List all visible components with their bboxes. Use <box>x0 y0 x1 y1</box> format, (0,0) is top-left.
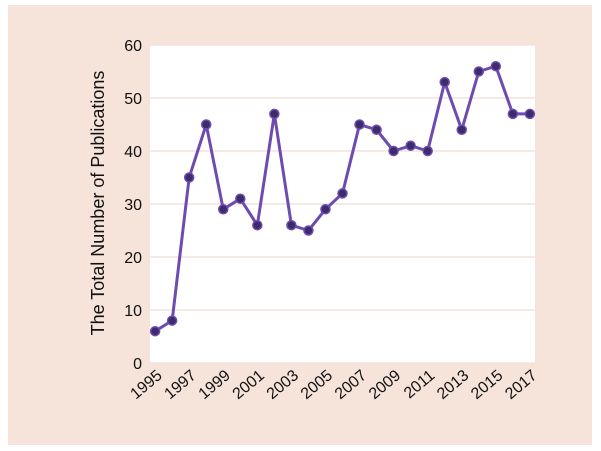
y-tick-label: 20 <box>124 250 142 267</box>
y-tick-label: 30 <box>124 197 142 214</box>
y-tick-label: 0 <box>133 356 142 373</box>
y-axis-label: The Total Number of Publications <box>88 71 108 336</box>
x-tick-label: 2017 <box>502 367 540 403</box>
x-tick-label: 2005 <box>298 367 336 403</box>
data-point <box>166 315 178 326</box>
data-point <box>405 140 416 151</box>
data-point <box>235 193 246 204</box>
data-point <box>149 325 161 337</box>
data-points <box>149 60 536 337</box>
x-tick-label: 2001 <box>230 367 268 403</box>
data-point <box>422 145 433 157</box>
data-point <box>524 108 536 120</box>
y-tick-label: 50 <box>124 91 142 108</box>
data-point <box>269 108 280 120</box>
data-point <box>439 76 450 88</box>
data-point <box>320 204 331 215</box>
x-tick-label: 2007 <box>332 367 370 403</box>
x-tick-label: 2011 <box>401 367 438 402</box>
x-tick-label: 2009 <box>366 367 404 403</box>
x-tick-label: 1997 <box>162 367 200 403</box>
y-axis-tick-labels: 0 10 20 30 40 50 60 <box>124 38 142 373</box>
x-tick-label: 1999 <box>196 367 234 403</box>
data-point <box>490 60 502 72</box>
y-tick-label: 60 <box>124 38 142 55</box>
x-axis-tick-labels: 1995199719992001200320052007200920112013… <box>127 367 540 403</box>
x-tick-label: 2013 <box>434 367 472 403</box>
data-point <box>218 204 229 215</box>
x-tick-label: 2015 <box>468 367 506 403</box>
data-point <box>200 119 212 130</box>
data-point <box>473 66 485 77</box>
x-tick-label: 2003 <box>264 367 302 403</box>
data-point <box>286 219 297 231</box>
data-point <box>507 108 519 120</box>
data-point <box>354 119 365 130</box>
y-tick-label: 40 <box>124 144 142 161</box>
data-point <box>371 124 382 136</box>
data-point <box>388 145 399 157</box>
data-point <box>183 172 195 183</box>
data-point <box>337 188 348 199</box>
data-point <box>252 219 263 231</box>
y-tick-label: 10 <box>124 303 142 320</box>
data-point <box>456 124 467 136</box>
data-point <box>303 225 314 236</box>
